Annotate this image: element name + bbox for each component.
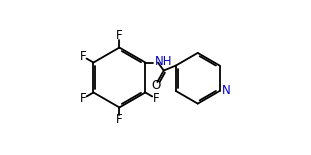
Text: F: F (116, 113, 123, 126)
Text: F: F (80, 50, 86, 63)
Text: F: F (80, 92, 86, 105)
Text: O: O (151, 79, 161, 92)
Text: NH: NH (155, 55, 172, 68)
Text: F: F (152, 92, 159, 105)
Text: N: N (221, 84, 230, 97)
Text: F: F (116, 29, 123, 42)
